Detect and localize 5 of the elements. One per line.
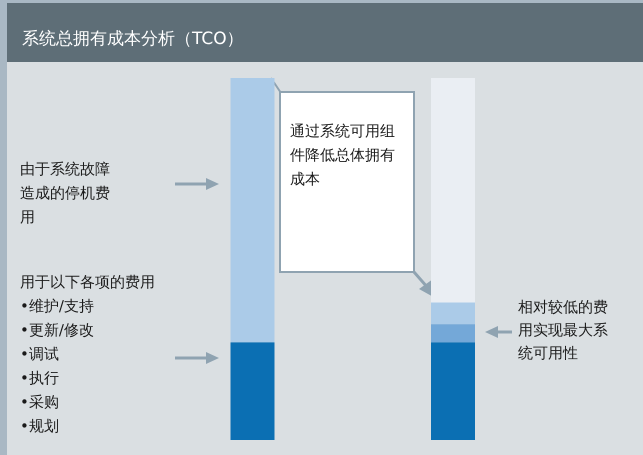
chart-title: 系统总拥有成本分析（TCO） (22, 29, 244, 49)
annotation: 用于以下各项的费用 •维护/支持 •更新/修改 •调试 •执行 •采购 •规划 (20, 273, 155, 435)
annotation: 通过系统可用组件降低总体拥有成本 (290, 122, 395, 188)
text: 由于系统故障造成的停机费用 (20, 160, 110, 226)
annotation: 相对较低的费用实现最大系统可用性 (518, 298, 608, 362)
